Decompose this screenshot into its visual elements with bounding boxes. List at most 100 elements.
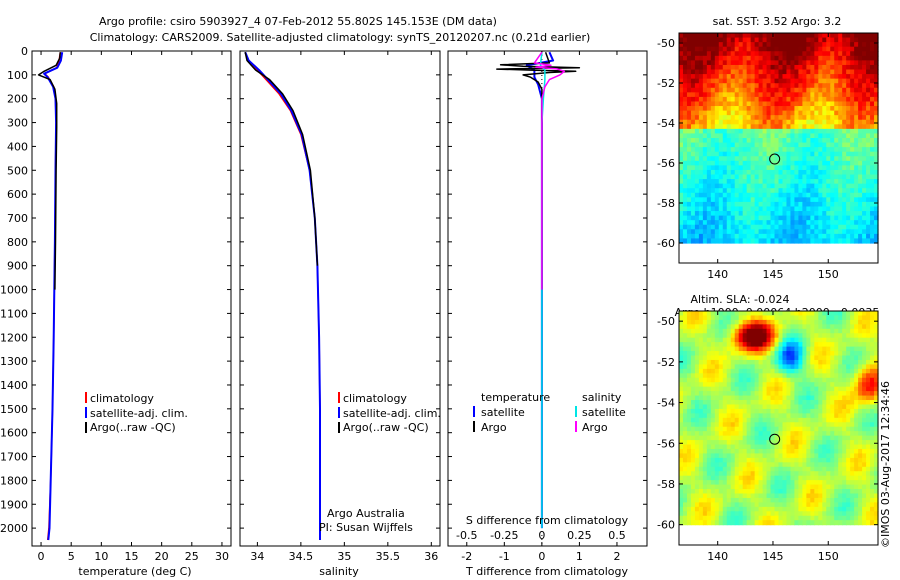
map-cell: [726, 60, 732, 66]
map-cell: [734, 395, 740, 401]
x-tick-label: 140: [707, 268, 728, 281]
map-cell: [866, 160, 871, 166]
map-cell: [742, 382, 748, 388]
map-cell: [726, 506, 732, 512]
map-cell: [742, 337, 748, 343]
map-cell: [750, 502, 756, 508]
map-cell: [762, 395, 768, 401]
map-cell: [858, 346, 863, 352]
y-tick-label: 1600: [0, 427, 28, 440]
map-cell: [826, 413, 831, 419]
map-cell: [706, 101, 712, 107]
map-cell: [798, 511, 803, 517]
map-cell: [834, 197, 839, 203]
map-cell: [786, 220, 792, 226]
map-cell: [838, 37, 843, 43]
map-cell: [694, 133, 700, 139]
map-cell: [870, 220, 875, 226]
map-cell: [746, 133, 752, 139]
map-cell: [694, 431, 700, 437]
map-cell: [846, 192, 851, 198]
map-cell: [742, 206, 748, 212]
map-cell: [762, 497, 768, 503]
map-cell: [830, 475, 835, 481]
map-cell: [806, 238, 811, 244]
map-cell: [742, 51, 748, 57]
map-cell: [850, 92, 855, 98]
map-cell: [690, 142, 696, 148]
map-cell: [866, 165, 871, 171]
map-cell: [838, 431, 843, 437]
map-cell: [866, 466, 871, 472]
map-cell: [838, 368, 843, 374]
map-cell: [850, 60, 855, 66]
map-cell: [786, 431, 792, 437]
y-tick-label: -54: [657, 397, 675, 410]
map-cell: [702, 92, 708, 98]
map-cell: [854, 78, 859, 84]
map-cell: [738, 87, 744, 93]
map-cell: [754, 355, 760, 361]
map-cell: [870, 417, 875, 423]
map-cell: [746, 444, 752, 450]
map-cell: [870, 502, 875, 508]
map-cell: [770, 413, 776, 419]
map-cell: [726, 333, 732, 339]
map-cell: [766, 169, 772, 176]
map-cell: [778, 391, 784, 397]
map-cell: [810, 417, 815, 423]
map-cell: [706, 42, 712, 48]
map-cell: [822, 382, 827, 388]
map-cell: [854, 511, 859, 517]
map-cell: [874, 364, 879, 370]
map-cell: [690, 440, 696, 446]
map-cell: [810, 466, 815, 472]
map-cell: [774, 169, 780, 176]
map-cell: [750, 489, 756, 495]
map-cell: [758, 115, 764, 121]
map-cell: [822, 435, 827, 441]
map-cell: [714, 484, 720, 490]
map-cell: [782, 466, 788, 472]
map-cell: [730, 119, 736, 125]
map-cell: [706, 359, 712, 366]
map-cell: [802, 457, 807, 463]
map-cell: [818, 435, 823, 441]
map-cell: [758, 96, 764, 103]
map-cell: [750, 224, 756, 230]
map-cell: [806, 511, 811, 517]
map-cell: [790, 493, 796, 499]
map-cell: [806, 224, 811, 230]
map-cell: [866, 233, 871, 240]
map-cell: [806, 37, 811, 43]
map-cell: [714, 489, 720, 495]
map-cell: [714, 206, 720, 212]
map-cell: [690, 311, 696, 317]
map-cell: [754, 87, 760, 93]
map-cell: [818, 87, 823, 93]
map-cell: [858, 87, 863, 93]
map-cell: [679, 368, 684, 374]
map-cell: [778, 480, 784, 486]
map-cell: [850, 124, 855, 130]
map-cell: [750, 174, 756, 180]
map-cell: [866, 115, 871, 121]
map-cell: [722, 395, 728, 401]
map-cell: [818, 110, 823, 116]
map-cell: [694, 211, 700, 217]
map-cell: [794, 92, 799, 98]
map-cell: [762, 444, 768, 450]
map-cell: [794, 337, 799, 343]
map-cell: [798, 115, 803, 121]
map-cell: [706, 520, 712, 526]
map-cell: [794, 342, 799, 348]
map-cell: [818, 480, 823, 486]
map-cell: [786, 337, 792, 343]
map-cell: [762, 165, 768, 171]
map-cell: [774, 435, 780, 441]
map-cell: [758, 174, 764, 180]
map-cell: [770, 51, 776, 57]
y-tick-label: 1900: [0, 498, 28, 511]
map-cell: [682, 364, 688, 370]
map-cell: [814, 160, 819, 166]
